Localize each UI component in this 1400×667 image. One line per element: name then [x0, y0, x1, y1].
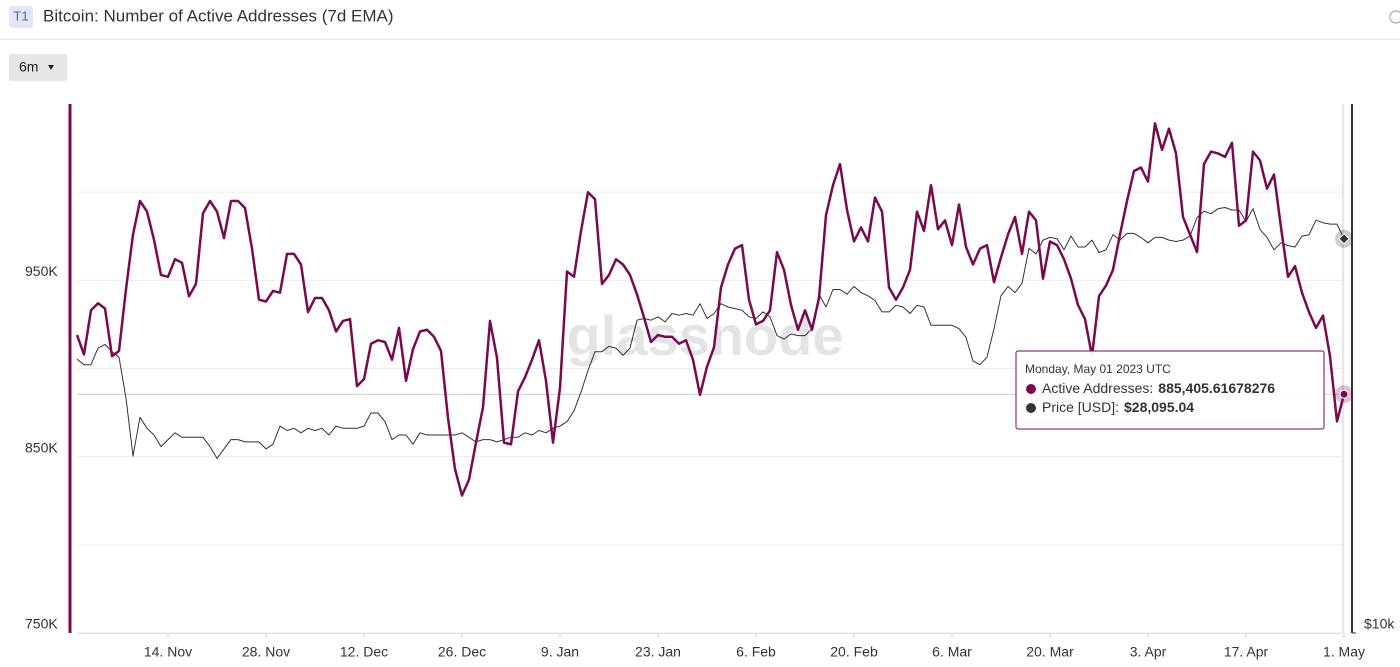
x-tick-label: 14. Nov	[144, 644, 192, 660]
tooltip-entry: Price [USD]: $28,095.04	[1042, 399, 1194, 415]
y-tick-label: 950K	[25, 263, 58, 279]
x-tick-label: 28. Nov	[242, 644, 290, 660]
y-tick-label: 750K	[25, 616, 58, 632]
range-label: 6m	[19, 59, 38, 75]
title: Bitcoin: Number of Active Addresses (7d …	[43, 6, 394, 25]
tooltip-value: 885,405.61678276	[1158, 380, 1275, 396]
x-tick-label: 12. Dec	[340, 644, 388, 660]
add-icon[interactable]	[1389, 10, 1400, 24]
badge: T1	[13, 8, 28, 23]
dropdown-arrow	[48, 65, 54, 70]
x-tick-label: 17. Apr	[1224, 644, 1269, 660]
tooltip-swatch	[1026, 384, 1036, 394]
hover-point	[1338, 233, 1350, 245]
tooltip-value: $28,095.04	[1124, 399, 1194, 415]
series-line	[75, 122, 1346, 497]
x-tick-label: 20. Mar	[1026, 644, 1074, 660]
range-button[interactable]	[9, 54, 67, 81]
y-tick-label: 850K	[25, 439, 58, 455]
x-tick-label: 9. Jan	[541, 644, 579, 660]
x-tick-label: 20. Feb	[830, 644, 878, 660]
tooltip-swatch	[1026, 403, 1036, 413]
x-tick-label: 3. Apr	[1130, 644, 1167, 660]
series-line	[76, 207, 1345, 459]
x-tick-label: 6. Mar	[932, 644, 972, 660]
x-tick-label: 23. Jan	[635, 644, 681, 660]
x-tick-label: 26. Dec	[438, 644, 486, 660]
y2-tick-label: $10k	[1364, 616, 1395, 632]
hover-point	[1339, 389, 1349, 399]
tooltip-series-name: Price [USD]:	[1042, 399, 1119, 415]
tooltip-title: Monday, May 01 2023 UTC	[1025, 362, 1171, 376]
tooltip-series-name: Active Addresses:	[1042, 380, 1153, 396]
x-tick-label: 6. Feb	[736, 644, 776, 660]
x-tick-label: 1. May	[1323, 644, 1365, 660]
tooltip-entry: Active Addresses: 885,405.61678276	[1042, 380, 1275, 396]
tooltip	[1015, 350, 1325, 430]
badge-bg	[9, 6, 33, 28]
